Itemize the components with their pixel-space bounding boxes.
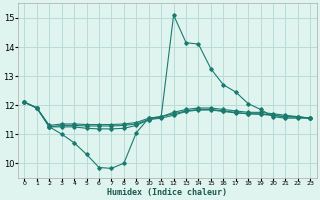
X-axis label: Humidex (Indice chaleur): Humidex (Indice chaleur) bbox=[108, 188, 228, 197]
